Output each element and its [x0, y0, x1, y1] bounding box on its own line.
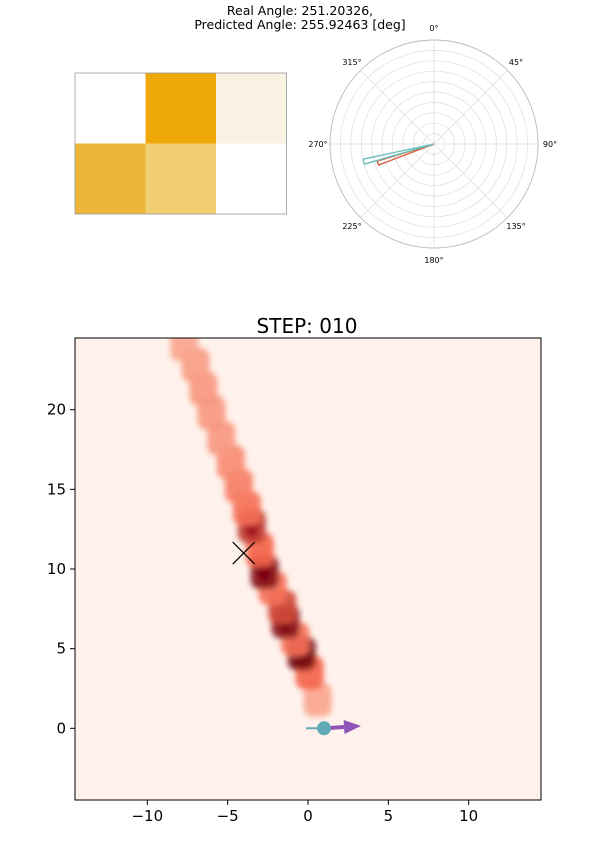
- polar-angle-tick-label: 270°: [308, 140, 327, 149]
- polar-angle-plot: 0° 45° 90° 135° 180° 225° 270° 315°: [308, 24, 557, 265]
- y-tick-label: 0: [56, 719, 66, 737]
- x-tick-label: −10: [131, 807, 163, 825]
- plume-cell: [303, 682, 332, 717]
- polar-grid-spoke: [433, 143, 508, 218]
- polar-angle-tick-label: 180°: [424, 256, 443, 265]
- sensor-heatmap: [74, 72, 287, 215]
- polar-angle-tick-label: 0°: [429, 24, 438, 33]
- x-tick-label: 0: [303, 807, 313, 825]
- heatmap-cell-r0-c2: [216, 73, 287, 144]
- heatmap-cell-r0-c0: [75, 73, 146, 144]
- real-angle-wedge: [376, 143, 435, 166]
- plume-cell: [170, 338, 199, 362]
- x-tick-label: 5: [384, 807, 394, 825]
- source-x-marker: [232, 541, 256, 565]
- polar-angle-tick-label: 225°: [342, 222, 361, 231]
- polar-grid-spoke: [360, 143, 435, 218]
- y-tick-label: 5: [56, 640, 66, 658]
- real-angle-text: Real Angle: 251.20326,: [226, 3, 374, 18]
- polar-grid-spoke: [360, 70, 435, 145]
- polar-angle-tick-label: 45°: [509, 58, 523, 67]
- x-tick-label: −5: [217, 807, 239, 825]
- predicted-angle-text: Predicted Angle: 255.92463 [deg]: [194, 17, 406, 32]
- predicted-angle-wedge: [362, 143, 435, 165]
- polar-grid-spoke: [433, 70, 508, 145]
- y-tick-label: 10: [47, 560, 66, 578]
- polar-angle-tick-label: 90°: [543, 140, 557, 149]
- chart-header: Real Angle: 251.20326, Predicted Angle: …: [0, 4, 600, 32]
- x-tick-label: 10: [459, 807, 478, 825]
- polar-angle-tick-label: 135°: [506, 222, 525, 231]
- plume-plot: STEP: 010 −10 −5 0 5 10 0 5 10 15 20: [47, 314, 542, 825]
- heatmap-cell-r1-c0: [75, 143, 146, 214]
- heatmap-cell-r0-c1: [145, 73, 216, 144]
- plume-cells: [170, 338, 332, 717]
- plume-background: [75, 338, 541, 800]
- heading-arrow-head: [343, 720, 362, 735]
- heatmap-cell-r1-c1: [145, 143, 216, 214]
- y-tick-label: 15: [47, 480, 66, 498]
- y-tick-label: 20: [47, 401, 66, 419]
- heatmap-cell-r1-c2: [216, 143, 287, 214]
- agent-dot: [317, 721, 332, 736]
- polar-angle-tick-label: 315°: [342, 58, 361, 67]
- plume-plot-title: STEP: 010: [257, 314, 358, 338]
- heatmap-frame: [74, 72, 287, 215]
